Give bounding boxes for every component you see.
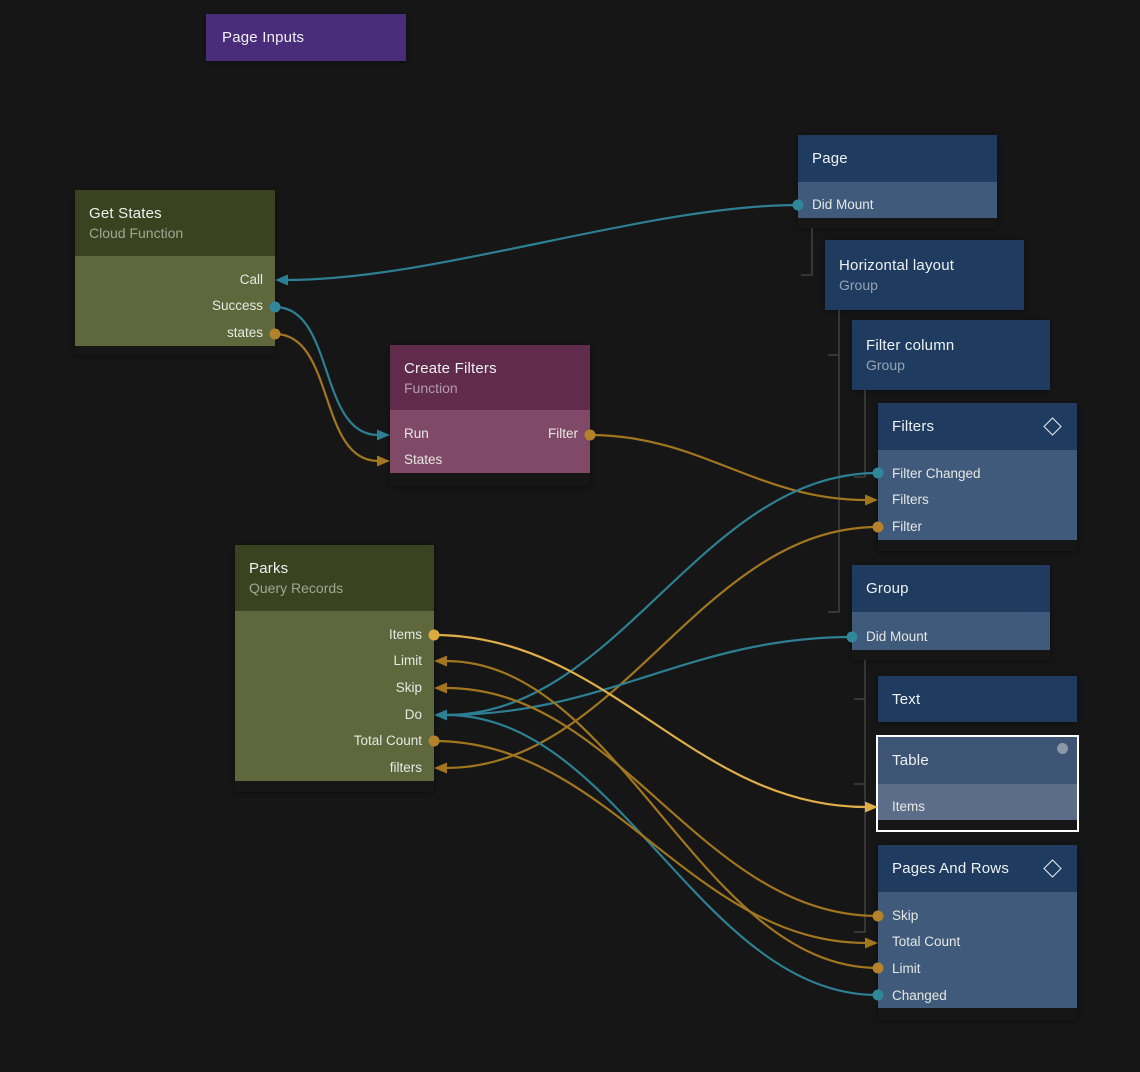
edge-page-didmount-to-getstates-call[interactable] (285, 203, 800, 282)
node-text[interactable]: Text (878, 676, 1077, 722)
node-title: Parks (249, 560, 289, 577)
node-subtitle: Function (404, 379, 458, 396)
hierarchy-line-page-hlayout (801, 228, 813, 276)
node-title: Filter column (866, 337, 955, 354)
node-table-selected[interactable]: Table Items (878, 737, 1077, 830)
selection-indicator-dot (1057, 743, 1068, 754)
edge-createfilters-filter-to-filters-filters[interactable] (588, 433, 868, 502)
port-changed-out[interactable]: Changed (892, 987, 947, 1003)
node-filters[interactable]: Filters Filter Changed Filters Filter (878, 403, 1077, 551)
port-total-count-in[interactable]: Total Count (892, 934, 961, 950)
node-get-states[interactable]: Get States Cloud Function Call Success s… (75, 190, 275, 355)
arrow-filters-filters[interactable] (865, 494, 878, 506)
edge-getstates-states-to-createfilters-states[interactable] (273, 332, 380, 463)
node-title: Pages And Rows (892, 860, 1010, 877)
node-title: Page (812, 150, 848, 167)
port-do[interactable]: Do (404, 706, 422, 722)
node-page[interactable]: Page Did Mount (798, 135, 997, 228)
arrow-createfilters-run[interactable] (377, 429, 390, 441)
port-total-count[interactable]: Total Count (353, 733, 422, 749)
arrow-parks-do[interactable] (434, 709, 447, 721)
port-limit-out[interactable]: Limit (892, 960, 921, 976)
edge-group-didmount-to-parks-do[interactable] (444, 635, 854, 717)
arrow-createfilters-states[interactable] (377, 455, 390, 467)
edge-parks-items-to-table-items[interactable] (432, 633, 868, 809)
edge-getstates-success-to-createfilters-run[interactable] (273, 305, 380, 437)
node-title: Text (892, 690, 921, 708)
port-filter[interactable]: Filter (892, 518, 922, 534)
arrow-parks-limit[interactable] (434, 655, 447, 667)
port-filter-out[interactable]: Filter (548, 425, 578, 441)
node-subtitle: Group (839, 277, 878, 293)
port-filter-changed[interactable]: Filter Changed (892, 465, 981, 481)
arrow-table-items[interactable] (865, 801, 878, 813)
port-skip[interactable]: Skip (395, 679, 422, 695)
port-filters[interactable]: Filters (892, 492, 929, 508)
component-diamond-icon (1043, 417, 1062, 436)
port-items[interactable]: Items (388, 626, 422, 642)
node-horizontal-layout[interactable]: Horizontal layout Group (825, 240, 1024, 310)
arrow-getstates-call[interactable] (275, 274, 288, 286)
node-title: Table (892, 752, 929, 769)
node-create-filters[interactable]: Create Filters Function Run Filter State… (390, 345, 590, 486)
port-states-in[interactable]: States (404, 452, 443, 468)
edge-parks-totalcount-to-pagesandrows-totalcount[interactable] (432, 739, 868, 945)
port-did-mount[interactable]: Did Mount (866, 628, 928, 644)
port-limit[interactable]: Limit (393, 653, 422, 669)
port-success[interactable]: Success (211, 298, 263, 314)
edge-pagesandrows-changed-to-parks-do[interactable] (444, 713, 880, 997)
node-title: Get States (89, 205, 162, 222)
node-title: Create Filters (404, 359, 497, 377)
node-subtitle: Group (866, 357, 905, 373)
edge-filters-filterchanged-to-parks-do[interactable] (444, 471, 880, 717)
node-title: Page Inputs (222, 29, 305, 46)
hierarchy-line-fcolumn-filters (854, 390, 866, 478)
node-subtitle: Query Records (249, 580, 344, 596)
node-group[interactable]: Group Did Mount (852, 565, 1050, 660)
edge-pagesandrows-limit-to-parks-limit[interactable] (444, 659, 880, 970)
port-states[interactable]: states (226, 324, 263, 340)
arrow-parks-filters[interactable] (434, 762, 447, 774)
node-title: Filters (892, 418, 935, 435)
node-pages-and-rows[interactable]: Pages And Rows Skip Total Count Limit Ch… (878, 845, 1077, 1020)
node-subtitle: Cloud Function (89, 225, 184, 241)
port-items-in[interactable]: Items (892, 798, 926, 814)
edge-pagesandrows-skip-to-parks-skip[interactable] (444, 686, 880, 918)
port-skip-out[interactable]: Skip (892, 907, 919, 923)
hierarchy-line-group-children (854, 660, 866, 933)
arrow-parks-skip[interactable] (434, 682, 447, 694)
component-diamond-icon (1043, 859, 1062, 878)
node-title: Group (866, 580, 909, 597)
node-page-inputs[interactable]: Page Inputs (206, 14, 406, 61)
hierarchy-line-hlayout-children (828, 310, 840, 613)
node-parks[interactable]: Parks Query Records Items Limit Skip Do … (235, 545, 434, 792)
port-filters[interactable]: filters (389, 759, 422, 775)
arrow-pagesandrows-totalcount[interactable] (865, 937, 878, 949)
node-filter-column[interactable]: Filter column Group (852, 320, 1050, 390)
port-did-mount[interactable]: Did Mount (812, 196, 874, 212)
port-run[interactable]: Run (404, 425, 429, 441)
port-call[interactable]: Call (239, 271, 263, 287)
node-title: Horizontal layout (839, 257, 955, 274)
edge-filters-filter-to-parks-filters[interactable] (444, 525, 880, 770)
